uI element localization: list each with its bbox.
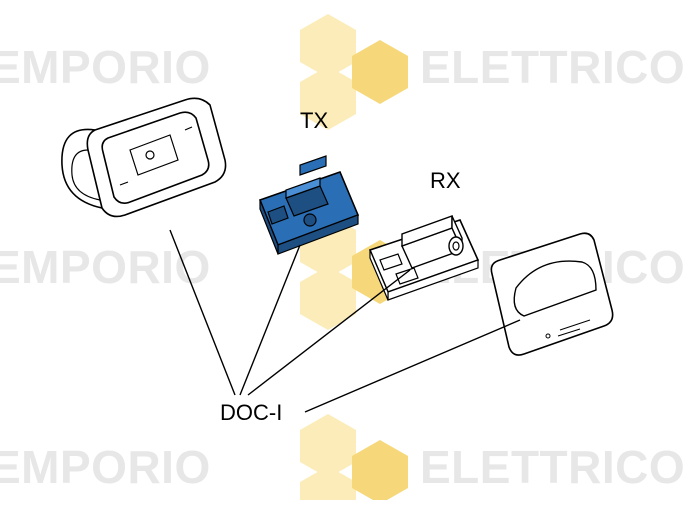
tx-board [260, 156, 358, 254]
tx-label: TX [300, 108, 328, 134]
housing-part [62, 98, 226, 216]
doc-i-label: DOC-I [220, 400, 282, 426]
cover-panel [491, 233, 612, 355]
diagram-layer: TX RX DOC-I [0, 0, 694, 500]
rx-board [370, 216, 478, 300]
rx-label: RX [430, 168, 461, 194]
diagram-svg [0, 0, 694, 500]
